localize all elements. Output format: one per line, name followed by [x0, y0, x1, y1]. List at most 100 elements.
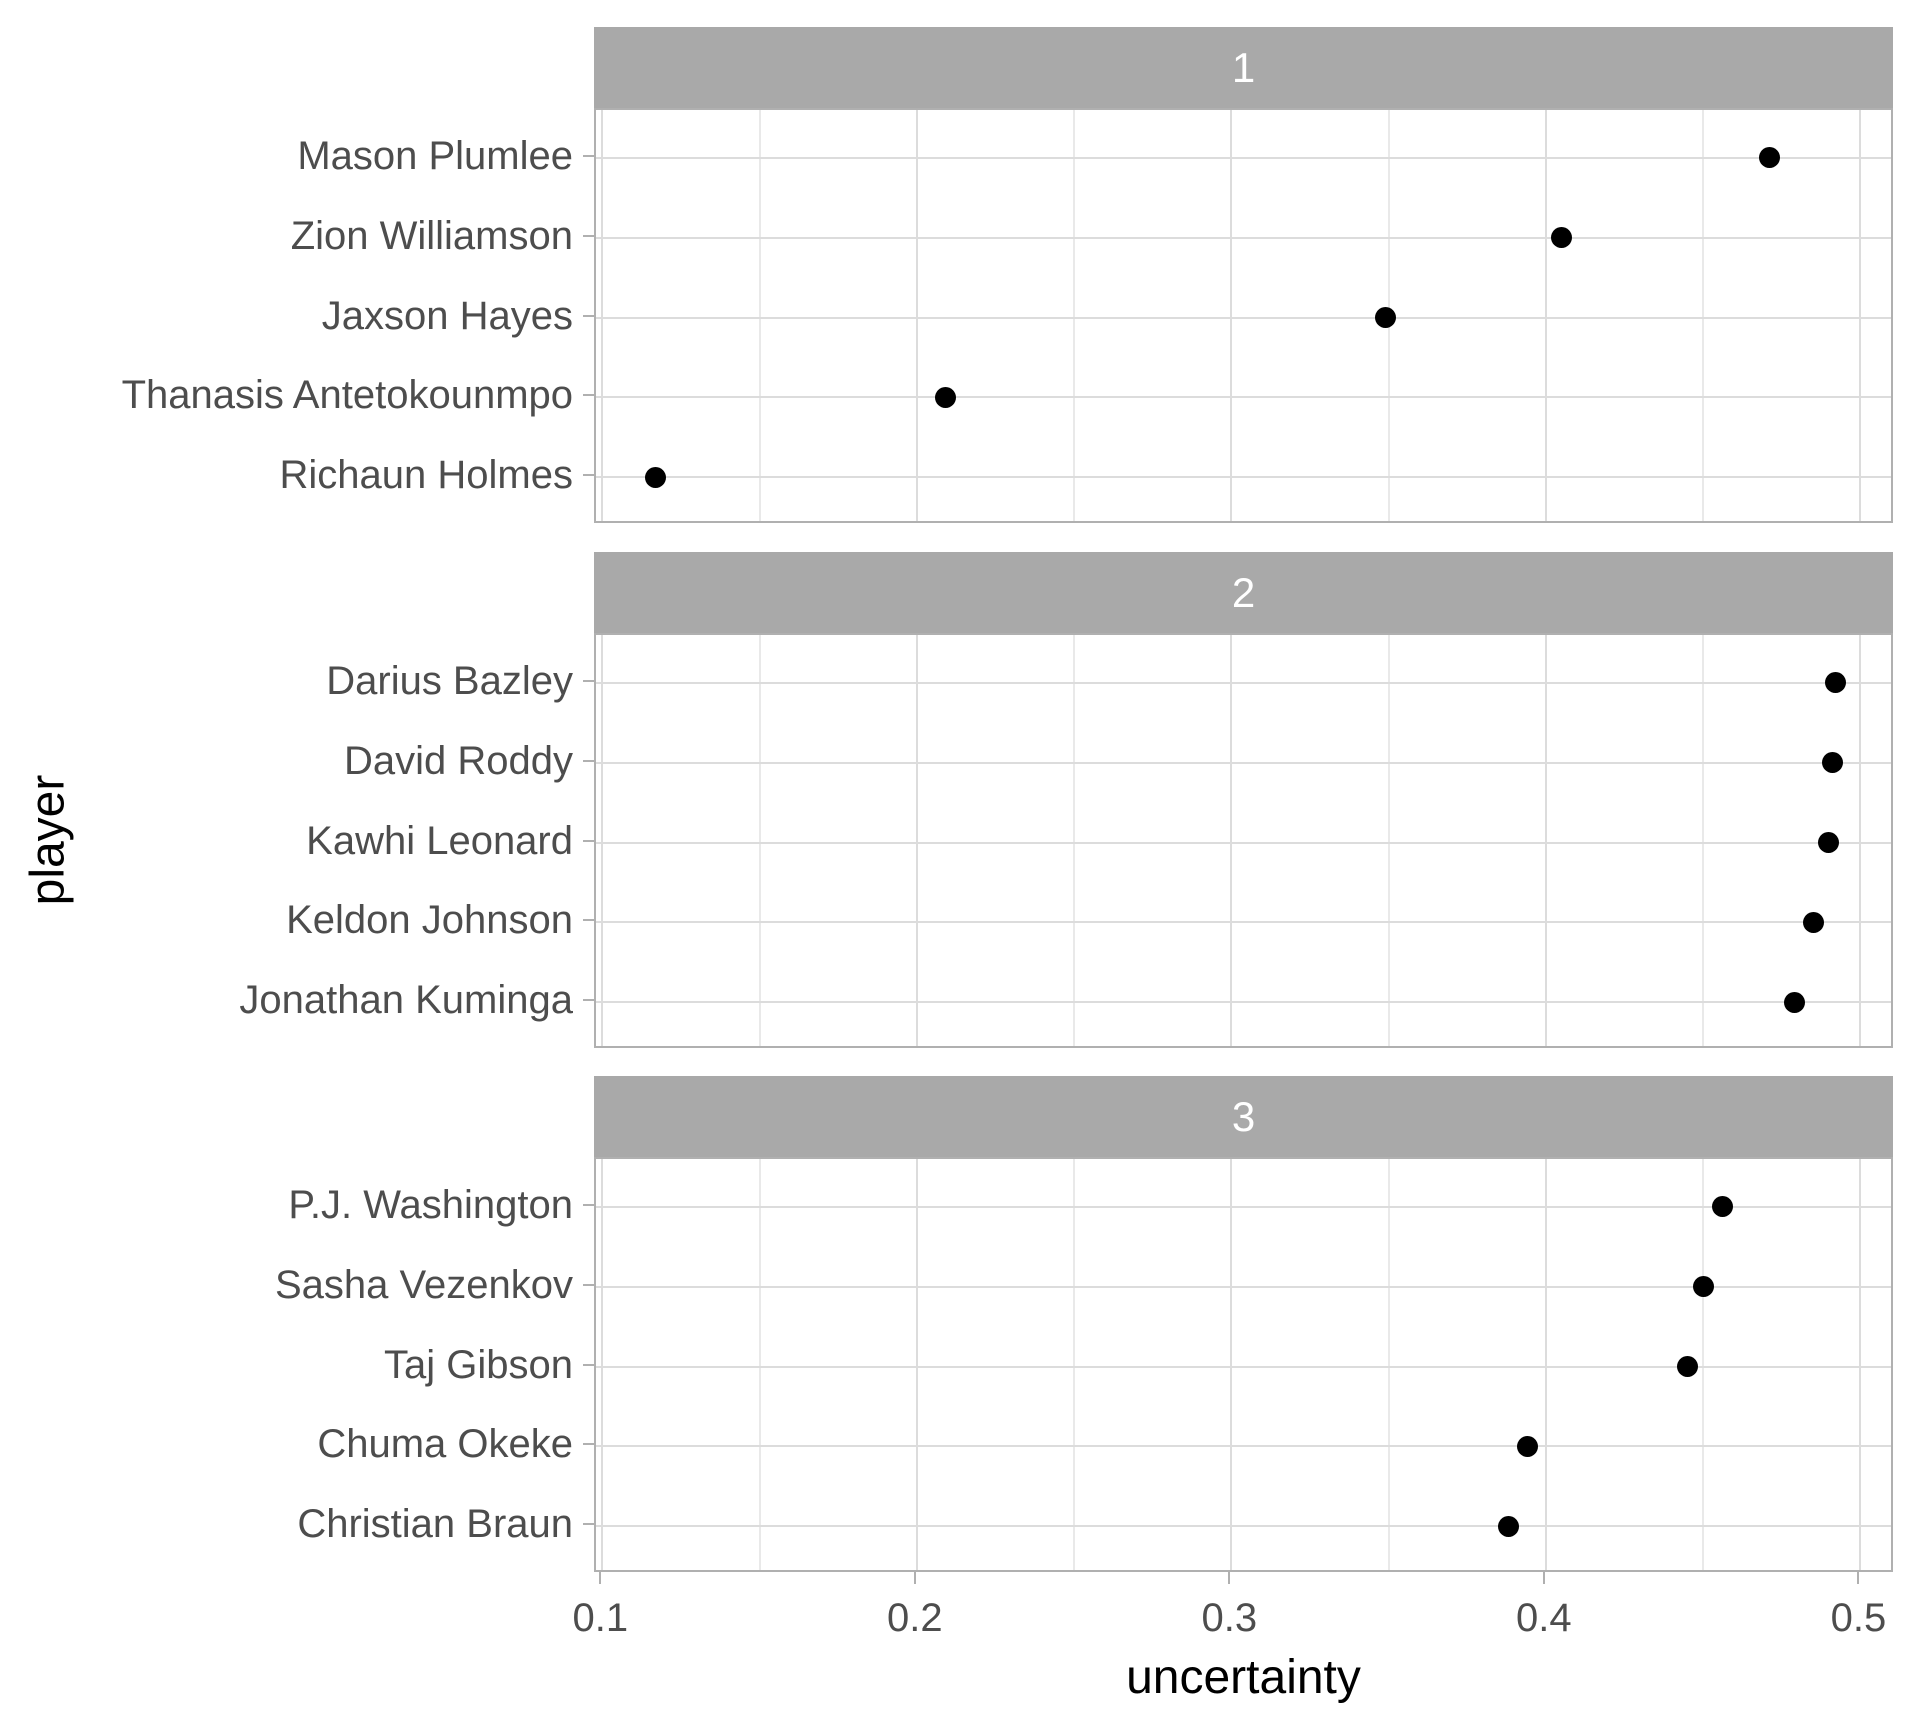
x-axis-tick — [913, 1572, 916, 1584]
gridline-row — [596, 1365, 1891, 1368]
gridline-row — [596, 681, 1891, 684]
gridline-row — [596, 236, 1891, 239]
y-axis-tick — [583, 679, 594, 682]
x-axis-tick — [599, 1572, 602, 1584]
gridline-row — [596, 921, 1891, 924]
gridline-row — [596, 841, 1891, 844]
gridline-major-vertical — [915, 1159, 918, 1570]
data-point — [645, 466, 667, 488]
y-axis-tick — [583, 1523, 594, 1526]
y-axis-tick — [583, 999, 594, 1002]
y-axis-tick — [583, 394, 594, 397]
gridline-row — [596, 1525, 1891, 1528]
gridline-row — [596, 1285, 1891, 1288]
gridline-minor-vertical — [758, 635, 761, 1046]
player-label: Thanasis Antetokounmpo — [121, 373, 573, 418]
data-point — [1758, 147, 1780, 169]
x-axis-tick-label: 0.1 — [572, 1596, 629, 1640]
data-point — [1374, 307, 1396, 328]
gridline-minor-vertical — [758, 110, 761, 521]
player-label: Darius Bazley — [326, 658, 573, 703]
gridline-row — [596, 1205, 1891, 1208]
player-label: David Roddy — [343, 738, 573, 783]
player-label: Richaun Holmes — [279, 453, 573, 498]
player-label: Chuma Okeke — [317, 1422, 573, 1467]
y-axis-tick — [583, 1283, 594, 1286]
player-label: Christian Braun — [297, 1502, 573, 1547]
gridline-row — [596, 476, 1891, 479]
gridline-major-vertical — [915, 635, 918, 1046]
gridline-minor-vertical — [1387, 635, 1390, 1046]
gridline-row — [596, 396, 1891, 399]
gridline-minor-vertical — [1073, 635, 1076, 1046]
gridline-major-vertical — [1544, 110, 1547, 521]
y-axis-title: player — [21, 774, 75, 906]
data-point — [1676, 1356, 1698, 1377]
gridline-major-vertical — [1230, 1159, 1233, 1570]
gridline-major-vertical — [915, 110, 918, 521]
gridline-major-vertical — [601, 110, 604, 521]
facet-strip: 1 — [594, 27, 1893, 108]
x-axis-tick-label: 0.5 — [1830, 1596, 1887, 1640]
gridline-major-vertical — [1544, 635, 1547, 1046]
player-label: Kawhi Leonard — [306, 818, 573, 863]
player-label: P.J. Washington — [288, 1182, 573, 1227]
x-axis-tick-label: 0.2 — [887, 1596, 943, 1640]
gridline-minor-vertical — [1702, 110, 1705, 521]
gridline-row — [596, 156, 1891, 159]
gridline-minor-vertical — [1073, 110, 1076, 521]
y-axis-tick — [583, 839, 594, 842]
y-axis-tick — [583, 759, 594, 762]
data-point — [1783, 991, 1805, 1013]
gridline-row — [596, 1001, 1891, 1004]
gridline-major-vertical — [1859, 635, 1862, 1046]
y-axis-tick — [583, 154, 594, 157]
player-label: Sasha Vezenkov — [275, 1262, 573, 1307]
x-axis-title: uncertainty — [1126, 1651, 1361, 1704]
player-label: Jonathan Kuminga — [239, 978, 573, 1023]
data-point — [1551, 227, 1573, 249]
y-axis-tick — [583, 234, 594, 237]
facet-strip: 2 — [594, 552, 1893, 633]
player-label: Taj Gibson — [384, 1342, 573, 1387]
data-point — [1802, 911, 1824, 933]
facet-panel — [594, 633, 1893, 1048]
gridline-major-vertical — [1230, 635, 1233, 1046]
gridline-major-vertical — [1859, 110, 1862, 521]
gridline-major-vertical — [1544, 1159, 1547, 1570]
y-axis-tick — [583, 1363, 594, 1366]
y-axis-tick — [583, 1443, 594, 1446]
data-point — [1818, 832, 1840, 853]
gridline-major-vertical — [1859, 1159, 1862, 1570]
gridline-major-vertical — [601, 635, 604, 1046]
x-axis-tick-label: 0.3 — [1201, 1596, 1258, 1640]
x-axis-tick — [1857, 1572, 1860, 1584]
data-point — [1516, 1435, 1538, 1457]
y-axis-tick — [583, 919, 594, 922]
data-point — [934, 386, 956, 408]
data-point — [1824, 672, 1846, 694]
player-label: Mason Plumlee — [297, 133, 573, 178]
y-axis-tick — [583, 474, 594, 477]
player-label: Keldon Johnson — [286, 898, 573, 943]
y-axis-tick — [583, 1203, 594, 1206]
data-point — [1821, 752, 1843, 774]
facet-strip: 3 — [594, 1076, 1893, 1157]
x-axis-tick — [1228, 1572, 1231, 1584]
data-point — [1692, 1276, 1714, 1298]
gridline-minor-vertical — [1702, 1159, 1705, 1570]
gridline-minor-vertical — [1387, 1159, 1390, 1570]
facet-panel — [594, 1157, 1893, 1572]
x-axis-tick — [1542, 1572, 1545, 1584]
gridline-minor-vertical — [1702, 635, 1705, 1046]
player-label: Zion Williamson — [290, 213, 573, 258]
gridline-major-vertical — [601, 1159, 604, 1570]
gridline-row — [596, 316, 1891, 319]
gridline-row — [596, 761, 1891, 764]
gridline-minor-vertical — [1073, 1159, 1076, 1570]
y-axis-tick — [583, 314, 594, 317]
gridline-row — [596, 1445, 1891, 1448]
x-axis-tick-label: 0.4 — [1516, 1596, 1572, 1640]
data-point — [1497, 1515, 1519, 1537]
